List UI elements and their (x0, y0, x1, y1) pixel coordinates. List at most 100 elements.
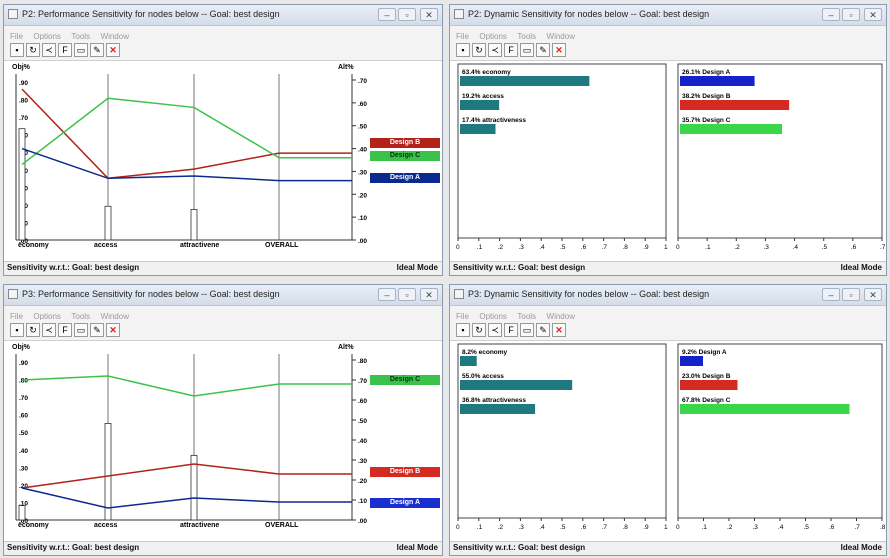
bar (680, 404, 850, 414)
category-label: OVERALL (265, 242, 299, 249)
menu-options[interactable]: Options (33, 312, 61, 321)
right-tick-label: .20 (358, 478, 367, 485)
maximize-button[interactable]: ▫ (842, 288, 860, 301)
tool-icon[interactable]: ✎ (536, 43, 550, 57)
x-tick-label: .1 (705, 244, 711, 251)
close-button[interactable]: ✕ (420, 8, 438, 21)
mode-text: Ideal Mode (396, 263, 438, 272)
tool-icon[interactable]: ✎ (90, 43, 104, 57)
toolbar: ▪ ↻ ≺ F ▭ ✎ ✕ (4, 320, 442, 341)
maximize-button[interactable]: ▫ (398, 288, 416, 301)
close-icon[interactable]: ✕ (106, 323, 120, 337)
menu-options[interactable]: Options (479, 312, 507, 321)
menu-window[interactable]: Window (546, 312, 575, 321)
x-tick-label: .2 (734, 244, 740, 251)
menu-file[interactable]: File (456, 32, 469, 41)
back-icon[interactable]: ≺ (488, 323, 502, 337)
close-button[interactable]: ✕ (864, 288, 882, 301)
minimize-button[interactable]: – (378, 8, 396, 21)
menu-tools[interactable]: Tools (71, 32, 91, 41)
close-icon[interactable]: ✕ (552, 323, 566, 337)
category-label: economy (18, 242, 49, 249)
tool-icon[interactable]: ✎ (536, 323, 550, 337)
close-icon[interactable]: ✕ (106, 43, 120, 57)
refresh-icon[interactable]: ↻ (26, 323, 40, 337)
x-tick-label: 0 (676, 524, 680, 531)
menu-file[interactable]: File (10, 32, 23, 41)
minimize-button[interactable]: – (822, 8, 840, 21)
layout-icon[interactable]: ▭ (520, 43, 534, 57)
back-icon[interactable]: ≺ (42, 323, 56, 337)
menu-file[interactable]: File (456, 312, 469, 321)
menu-window[interactable]: Window (546, 32, 575, 41)
menu-file[interactable]: File (10, 312, 23, 321)
status-text: Sensitivity w.r.t.: Goal: best design (7, 263, 140, 272)
x-tick-label: .5 (560, 244, 566, 251)
flag-icon[interactable]: F (504, 43, 518, 57)
left-tick-label: .50 (19, 430, 28, 437)
layout-icon[interactable]: ▭ (74, 323, 88, 337)
right-tick-label: .20 (358, 192, 367, 199)
app-icon (454, 9, 464, 19)
status-bar: Sensitivity w.r.t.: Goal: best design Id… (4, 261, 442, 275)
right-tick-label: .40 (358, 147, 367, 154)
right-tick-label: .10 (358, 498, 367, 505)
title-bar[interactable]: P2: Performance Sensitivity for nodes be… (4, 5, 442, 26)
x-tick-label: .7 (602, 524, 608, 531)
minimize-button[interactable]: – (822, 288, 840, 301)
close-icon[interactable]: ✕ (552, 43, 566, 57)
x-tick-label: .5 (822, 244, 828, 251)
flag-icon[interactable]: F (58, 323, 72, 337)
bar-label: 19.2% access (462, 93, 504, 100)
x-tick-label: 0 (456, 524, 460, 531)
refresh-icon[interactable]: ↻ (26, 43, 40, 57)
menu-tools[interactable]: Tools (71, 312, 91, 321)
x-tick-label: 0 (456, 244, 460, 251)
print-icon[interactable]: ▪ (10, 43, 24, 57)
perf-window-p3: P3: Performance Sensitivity for nodes be… (3, 284, 443, 556)
x-tick-label: .1 (477, 244, 483, 251)
x-tick-label: .8 (622, 524, 628, 531)
flag-icon[interactable]: F (58, 43, 72, 57)
right-tick-label: .50 (358, 418, 367, 425)
bar-label: 55.0% access (462, 373, 504, 380)
title-bar[interactable]: P2: Dynamic Sensitivity for nodes below … (450, 5, 886, 26)
right-tick-label: .80 (358, 358, 367, 365)
tool-icon[interactable]: ✎ (90, 323, 104, 337)
menu-options[interactable]: Options (479, 32, 507, 41)
status-bar: Sensitivity w.r.t.: Goal: best design Id… (4, 541, 442, 555)
maximize-button[interactable]: ▫ (842, 8, 860, 21)
bar-label: 63.4% economy (462, 69, 511, 76)
bar-label: 9.2% Design A (682, 349, 727, 356)
right-tick-label: .60 (358, 101, 367, 108)
close-button[interactable]: ✕ (420, 288, 438, 301)
layout-icon[interactable]: ▭ (520, 323, 534, 337)
title-bar[interactable]: P3: Performance Sensitivity for nodes be… (4, 285, 442, 306)
flag-icon[interactable]: F (504, 323, 518, 337)
minimize-button[interactable]: – (378, 288, 396, 301)
left-tick-label: .30 (19, 465, 28, 472)
layout-icon[interactable]: ▭ (74, 43, 88, 57)
back-icon[interactable]: ≺ (42, 43, 56, 57)
legend-design-c: Design C (370, 151, 440, 161)
x-tick-label: .9 (643, 524, 649, 531)
left-axis-title: Obj% (12, 64, 31, 71)
print-icon[interactable]: ▪ (456, 43, 470, 57)
menu-options[interactable]: Options (33, 32, 61, 41)
refresh-icon[interactable]: ↻ (472, 43, 486, 57)
maximize-button[interactable]: ▫ (398, 8, 416, 21)
right-tick-label: .30 (358, 169, 367, 176)
back-icon[interactable]: ≺ (488, 43, 502, 57)
legend-design-c: Design C (370, 375, 440, 385)
title-bar[interactable]: P3: Dynamic Sensitivity for nodes below … (450, 285, 886, 306)
close-button[interactable]: ✕ (864, 8, 882, 21)
right-tick-label: .00 (358, 518, 367, 525)
menu-window[interactable]: Window (100, 32, 129, 41)
print-icon[interactable]: ▪ (10, 323, 24, 337)
menu-tools[interactable]: Tools (517, 312, 537, 321)
menu-window[interactable]: Window (100, 312, 129, 321)
menu-tools[interactable]: Tools (517, 32, 537, 41)
bar (680, 380, 738, 390)
refresh-icon[interactable]: ↻ (472, 323, 486, 337)
print-icon[interactable]: ▪ (456, 323, 470, 337)
